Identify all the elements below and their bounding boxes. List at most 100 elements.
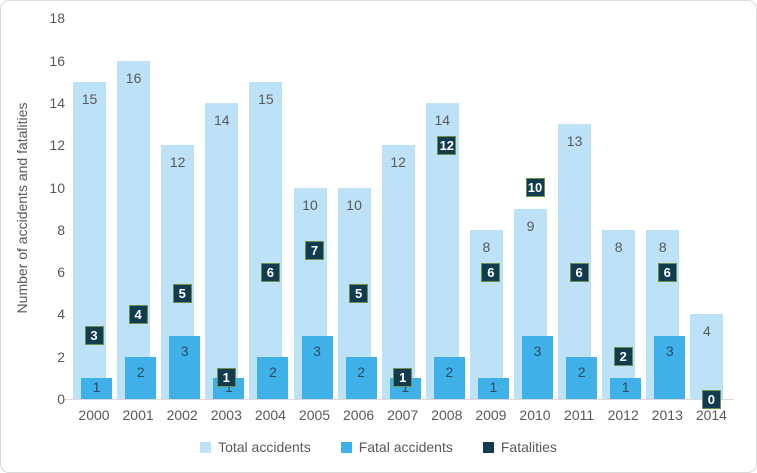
fatal-accidents-value-label: 3 xyxy=(665,342,674,359)
fatal-accidents-bar xyxy=(257,356,289,399)
total-accidents-value-label: 8 xyxy=(482,238,491,255)
x-axis-category-label: 2013 xyxy=(651,407,683,423)
legend-label-fatal-accidents: Fatal accidents xyxy=(358,439,453,455)
total-accidents-value-label: 4 xyxy=(702,323,711,340)
total-accidents-value-label: 12 xyxy=(169,154,186,171)
fatalities-value-box: 2 xyxy=(613,347,633,367)
total-accidents-bar xyxy=(602,229,636,399)
fatalities-value-box: 0 xyxy=(701,389,721,409)
fatalities-value-box: 4 xyxy=(128,304,148,324)
y-tick-label: 18 xyxy=(49,10,65,27)
total-accidents-value-label: 15 xyxy=(258,90,274,107)
x-axis-category-label: 2004 xyxy=(254,407,286,423)
fatalities-value-box: 3 xyxy=(84,326,104,346)
fatal-accidents-bar xyxy=(522,335,553,399)
total-accidents-value-label: 13 xyxy=(566,133,583,150)
total-accidents-value-label: 10 xyxy=(346,196,362,213)
fatal-accidents-value-label: 2 xyxy=(357,363,365,380)
total-accidents-bar xyxy=(381,145,415,399)
x-axis-category-label: 2010 xyxy=(519,407,551,423)
legend-swatch-fatal-accidents xyxy=(340,441,352,453)
total-accidents-value-label: 15 xyxy=(81,90,98,107)
total-accidents-bar xyxy=(117,60,151,399)
x-axis-category-label: 2007 xyxy=(387,407,419,423)
total-accidents-value-label: 14 xyxy=(434,111,451,128)
total-accidents-value-label: 12 xyxy=(390,154,406,171)
legend-label-total-accidents: Total accidents xyxy=(218,439,311,455)
x-axis-line xyxy=(65,399,734,400)
total-accidents-value-label: 14 xyxy=(214,111,230,128)
fatal-accidents-value-label: 1 xyxy=(92,378,101,395)
x-axis-category-label: 2006 xyxy=(343,407,375,423)
legend-label-fatalities: Fatalities xyxy=(500,439,557,455)
total-accidents-bar xyxy=(205,102,239,399)
y-tick-label: 6 xyxy=(57,264,65,281)
fatal-accidents-bar xyxy=(654,335,686,399)
y-tick-label: 10 xyxy=(49,179,65,196)
y-axis-title: Number of accidents and fatalities xyxy=(14,102,30,314)
total-accidents-value-label: 16 xyxy=(125,69,142,86)
fatal-accidents-bar xyxy=(301,335,333,399)
fatal-accidents-value-label: 2 xyxy=(445,363,454,380)
fatalities-value-box: 10 xyxy=(525,178,545,197)
fatalities-value-box: 1 xyxy=(393,368,413,388)
y-tick-label: 16 xyxy=(49,52,65,69)
x-axis-category-label: 2000 xyxy=(78,407,110,423)
fatal-accidents-bar xyxy=(610,377,642,399)
fatalities-value-box: 5 xyxy=(172,283,192,303)
x-axis-category-label: 2005 xyxy=(298,407,331,423)
x-axis-category-label: 2012 xyxy=(607,407,639,423)
fatal-accidents-value-label: 2 xyxy=(268,363,277,380)
fatalities-value-box: 12 xyxy=(437,135,457,155)
fatal-accidents-bar xyxy=(81,377,112,399)
y-tick-label: 14 xyxy=(49,94,65,111)
fatalities-value-box: 6 xyxy=(260,262,280,282)
total-accidents-value-label: 9 xyxy=(526,217,535,234)
fatal-accidents-value-label: 1 xyxy=(489,378,498,395)
y-tick-label: 2 xyxy=(57,348,65,365)
y-tick-label: 12 xyxy=(49,137,65,154)
legend-item-fatal-accidents: Fatal accidents xyxy=(340,439,453,455)
x-axis-category-label: 2002 xyxy=(166,407,198,423)
fatalities-value-box: 6 xyxy=(569,262,589,282)
total-accidents-bar xyxy=(469,229,503,399)
y-tick-label: 0 xyxy=(57,391,65,407)
fatalities-value-box: 6 xyxy=(481,262,501,282)
y-tick-label: 4 xyxy=(57,306,65,323)
total-accidents-value-label: 10 xyxy=(302,196,318,213)
total-accidents-bar xyxy=(558,124,592,399)
y-tick-label: 8 xyxy=(57,221,65,238)
fatalities-value-box: 7 xyxy=(305,241,324,261)
fatal-accidents-bar xyxy=(433,356,465,399)
x-axis-category-label: 2009 xyxy=(475,407,507,423)
fatal-accidents-value-label: 3 xyxy=(313,342,321,359)
fatal-accidents-value-label: 3 xyxy=(180,342,189,359)
legend-item-fatalities: Fatalities xyxy=(482,439,557,455)
fatalities-value-box: 5 xyxy=(349,283,369,303)
fatalities-value-box: 6 xyxy=(657,262,677,282)
x-axis-category-label: 2003 xyxy=(210,407,242,423)
total-accidents-bar xyxy=(690,314,724,399)
total-accidents-value-label: 8 xyxy=(614,238,623,255)
fatal-accidents-bar xyxy=(169,335,201,399)
legend-swatch-total-accidents xyxy=(200,441,212,453)
legend: Total accidents Fatal accidents Fataliti… xyxy=(1,439,756,455)
x-axis-category-label: 2001 xyxy=(122,407,154,423)
x-axis-category-label: 2011 xyxy=(564,407,595,423)
fatal-accidents-value-label: 1 xyxy=(621,378,630,395)
total-accidents-bar xyxy=(249,81,283,399)
total-accidents-bar xyxy=(73,81,106,399)
fatal-accidents-bar xyxy=(566,356,598,399)
x-axis-category-label: 2008 xyxy=(431,407,463,423)
fatal-accidents-value-label: 2 xyxy=(136,363,145,380)
x-axis-category-label: 2014 xyxy=(695,407,727,423)
fatal-accidents-bar xyxy=(477,377,509,399)
legend-swatch-fatalities xyxy=(482,441,494,453)
fatal-accidents-value-label: 2 xyxy=(577,363,586,380)
fatal-accidents-value-label: 3 xyxy=(533,342,542,359)
fatal-accidents-bar xyxy=(345,356,377,399)
total-accidents-value-label: 8 xyxy=(658,238,667,255)
legend-item-total-accidents: Total accidents xyxy=(200,439,311,455)
fatal-accidents-bar xyxy=(125,356,157,399)
